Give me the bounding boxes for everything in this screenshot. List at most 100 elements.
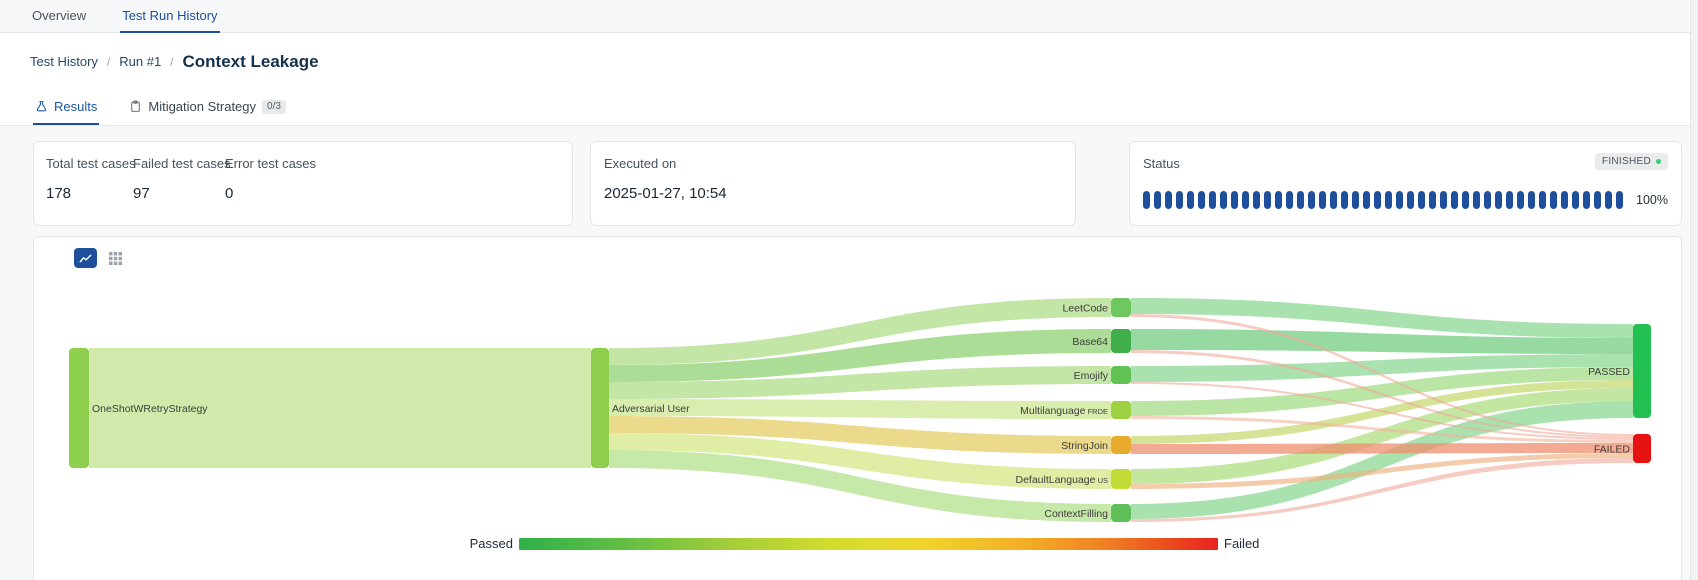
- sankey-node-label-strategy: OneShotWRetryStrategy: [92, 403, 208, 415]
- progress-segment: [1341, 191, 1348, 209]
- sankey-link-adversarial-base64[interactable]: [609, 329, 1111, 382]
- sankey-link-adversarial-stringjoin[interactable]: [609, 416, 1111, 454]
- sankey-link-contextfilling-failed[interactable]: [1131, 458, 1633, 522]
- progress-segment: [1517, 191, 1524, 209]
- progress-segment: [1440, 191, 1447, 209]
- sankey-link-multilanguage-passed[interactable]: [1131, 367, 1633, 416]
- status-badge-label: FINISHED: [1601, 156, 1651, 167]
- card-status: Status FINISHED 100%: [1129, 141, 1682, 226]
- progress-segment: [1374, 191, 1381, 209]
- clipboard-icon: [129, 100, 142, 113]
- progress-segment: [1143, 191, 1150, 209]
- page-title: Context Leakage: [182, 51, 319, 71]
- sankey-link-base64-passed[interactable]: [1131, 329, 1633, 354]
- sankey-node-failed[interactable]: [1633, 434, 1651, 463]
- progress-row: 100%: [1143, 191, 1668, 209]
- sankey-node-label-multilanguage: Multilanguage FRDE: [1020, 405, 1108, 417]
- stat-error: Error test cases 0: [225, 156, 316, 202]
- sankey-node-adversarial[interactable]: [591, 348, 609, 468]
- progress-segment: [1583, 191, 1590, 209]
- line-chart-icon: [79, 253, 92, 264]
- sankey-node-label-stringjoin: StringJoin: [1061, 440, 1108, 452]
- legend-passed-label: Passed: [469, 536, 513, 551]
- breadcrumb-separator: /: [170, 54, 174, 69]
- breadcrumb: Test History / Run #1 / Context Leakage: [0, 33, 1698, 90]
- breadcrumb-run[interactable]: Run #1: [119, 54, 162, 69]
- grid-icon: [109, 251, 122, 265]
- progress-segment: [1473, 191, 1480, 209]
- sankey-node-label-emojify: Emojify: [1074, 370, 1109, 382]
- progress-segment: [1154, 191, 1161, 209]
- sankey-link-leetcode-failed[interactable]: [1131, 314, 1633, 436]
- progress-segment: [1407, 191, 1414, 209]
- sankey-link-adversarial-multilanguage[interactable]: [609, 399, 1111, 419]
- sankey-node-label-defaultlanguage: DefaultLanguage US: [1015, 474, 1108, 486]
- legend-failed-label: Failed: [1224, 536, 1260, 551]
- sankey-node-stringjoin[interactable]: [1111, 436, 1131, 454]
- stat-total-value: 178: [46, 185, 72, 202]
- sankey-node-contextfilling[interactable]: [1111, 504, 1131, 522]
- progress-segment: [1286, 191, 1293, 209]
- sankey-node-leetcode[interactable]: [1111, 298, 1131, 317]
- progress-segment: [1352, 191, 1359, 209]
- table-view-button[interactable]: [107, 250, 124, 267]
- sankey-node-label-failed: FAILED: [1594, 444, 1631, 456]
- sankey-node-base64[interactable]: [1111, 329, 1131, 353]
- sankey-link-defaultlanguage-passed[interactable]: [1131, 388, 1633, 484]
- top-tab-bar: Overview Test Run History: [0, 0, 1698, 33]
- legend-gradient-bar: [519, 538, 1218, 550]
- progress-segment: [1231, 191, 1238, 209]
- sankey-node-label-passed: PASSED: [1588, 366, 1630, 378]
- progress-segment: [1451, 191, 1458, 209]
- progress-segment: [1429, 191, 1436, 209]
- sankey-node-defaultlanguage[interactable]: [1111, 469, 1131, 489]
- view-toggle: [74, 248, 124, 268]
- tab-mitigation-strategy[interactable]: Mitigation Strategy 0/3: [127, 90, 288, 125]
- stat-error-value: 0: [225, 185, 234, 202]
- sankey-node-multilanguage[interactable]: [1111, 401, 1131, 419]
- card-executed-on: Executed on 2025-01-27, 10:54: [590, 141, 1076, 226]
- progress-percent: 100%: [1636, 193, 1668, 207]
- stat-failed-value: 97: [133, 185, 150, 202]
- sankey-link-emojify-failed[interactable]: [1131, 382, 1633, 440]
- sankey-link-stringjoin-failed[interactable]: [1131, 443, 1633, 454]
- stat-total-label: Total test cases: [46, 156, 136, 171]
- card-test-cases: Total test cases 178 Failed test cases 9…: [33, 141, 573, 226]
- sankey-link-defaultlanguage-failed[interactable]: [1131, 453, 1633, 489]
- breadcrumb-test-history[interactable]: Test History: [30, 54, 98, 69]
- progress-segment: [1528, 191, 1535, 209]
- sankey-link-emojify-passed[interactable]: [1131, 354, 1633, 382]
- sankey-link-strategy-adversarial[interactable]: [89, 348, 591, 468]
- sankey-link-contextfilling-passed[interactable]: [1131, 401, 1633, 519]
- chart-view-button[interactable]: [74, 248, 97, 268]
- sankey-node-emojify[interactable]: [1111, 366, 1131, 384]
- green-dot-icon: [1656, 159, 1661, 164]
- sankey-link-leetcode-passed[interactable]: [1131, 298, 1633, 338]
- sankey-link-adversarial-emojify[interactable]: [609, 366, 1111, 399]
- sankey-node-passed[interactable]: [1633, 324, 1651, 418]
- sankey-link-adversarial-leetcode[interactable]: [609, 298, 1111, 365]
- progress-segment: [1561, 191, 1568, 209]
- progress-segment: [1297, 191, 1304, 209]
- scrollbar-track[interactable]: [1690, 0, 1698, 580]
- sankey-link-multilanguage-failed[interactable]: [1131, 416, 1633, 443]
- progress-segment: [1308, 191, 1315, 209]
- progress-segment: [1209, 191, 1216, 209]
- tab-overview[interactable]: Overview: [32, 8, 87, 23]
- flask-icon: [35, 100, 48, 113]
- sankey-node-strategy[interactable]: [69, 348, 89, 468]
- progress-segment: [1176, 191, 1183, 209]
- mitigation-count-badge: 0/3: [262, 99, 286, 114]
- sankey-link-adversarial-contextfilling[interactable]: [609, 450, 1111, 522]
- sankey-link-adversarial-defaultlanguage[interactable]: [609, 433, 1111, 489]
- status-label: Status: [1143, 156, 1180, 171]
- sankey-link-base64-failed[interactable]: [1131, 350, 1633, 438]
- tab-results[interactable]: Results: [33, 90, 100, 125]
- progress-segment: [1165, 191, 1172, 209]
- breadcrumb-separator: /: [106, 54, 111, 69]
- tab-mitigation-label: Mitigation Strategy: [148, 99, 257, 114]
- progress-segment: [1506, 191, 1513, 209]
- tab-test-run-history[interactable]: Test Run History: [120, 0, 220, 33]
- sankey-node-label-adversarial: Adversarial User: [612, 403, 690, 415]
